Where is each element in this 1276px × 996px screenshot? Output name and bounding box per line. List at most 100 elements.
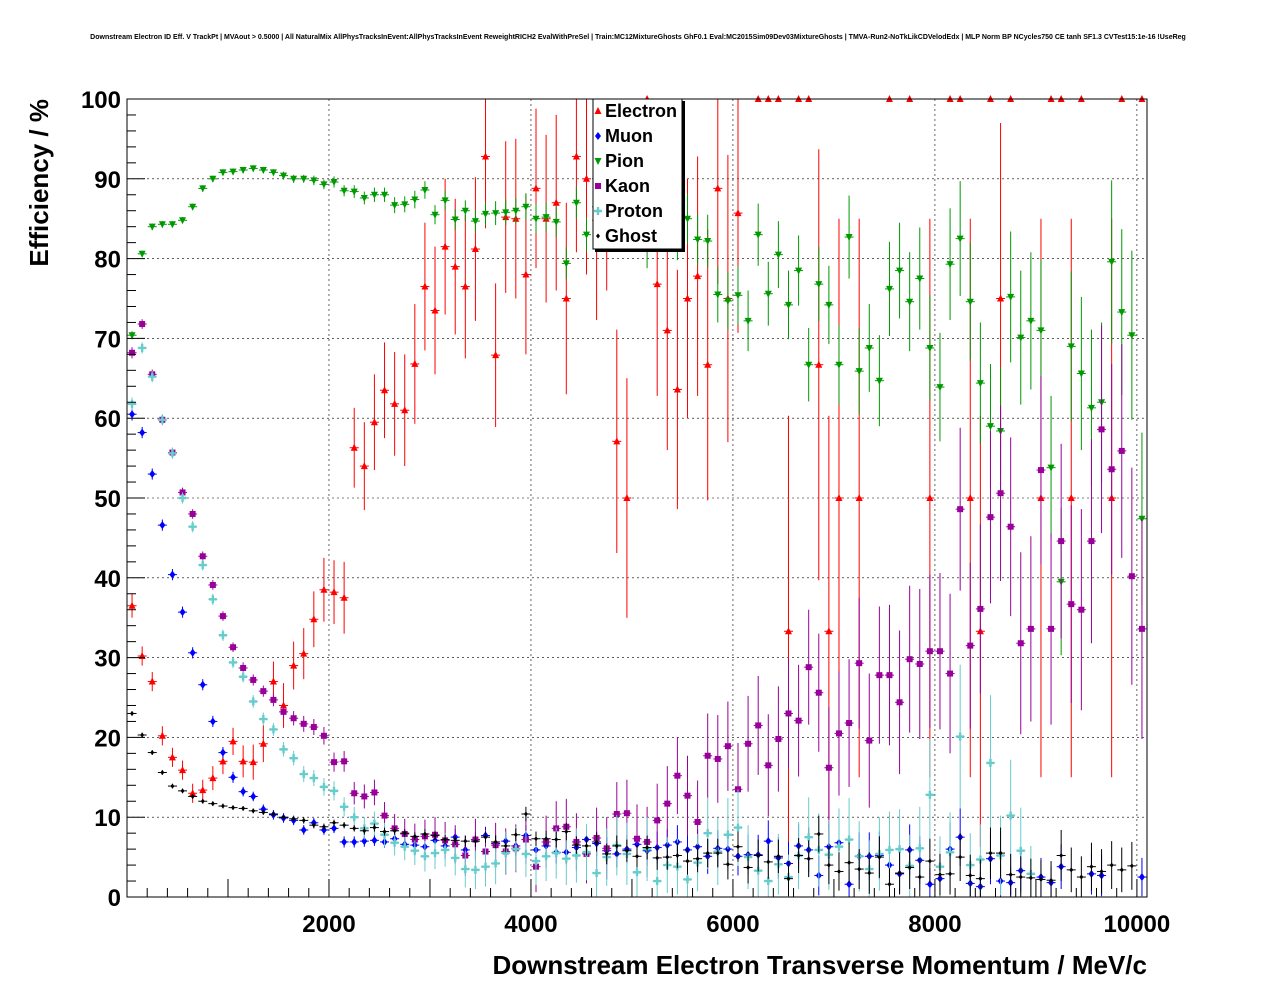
data-point <box>1067 343 1075 351</box>
data-point <box>1119 867 1124 873</box>
data-point <box>946 261 954 269</box>
data-point <box>835 494 843 501</box>
data-point <box>988 850 993 856</box>
data-point <box>371 789 378 796</box>
data-point <box>362 828 367 834</box>
data-point <box>1006 811 1015 820</box>
data-point <box>491 859 500 868</box>
y-tick-label: 10 <box>94 805 121 832</box>
data-point <box>723 830 732 839</box>
data-point <box>1047 464 1055 472</box>
data-point <box>129 410 136 419</box>
data-point <box>805 361 813 369</box>
data-point <box>764 290 772 298</box>
data-point <box>562 854 571 863</box>
data-point <box>218 631 227 640</box>
x-axis-label: Downstream Electron Transverse Momentum … <box>492 950 1147 980</box>
data-point <box>665 854 670 860</box>
data-point <box>240 787 247 796</box>
data-point <box>584 843 589 849</box>
data-point <box>916 275 924 283</box>
data-point <box>876 672 883 679</box>
data-point <box>199 680 206 689</box>
data-point <box>542 214 550 222</box>
data-point <box>170 783 175 789</box>
data-point <box>784 301 792 309</box>
data-point <box>986 758 995 767</box>
data-point <box>997 490 1004 497</box>
data-point <box>968 872 973 878</box>
data-point <box>784 627 792 635</box>
data-point <box>431 306 439 314</box>
data-point <box>613 811 620 818</box>
data-point <box>956 732 965 741</box>
data-point <box>766 859 771 865</box>
data-point <box>896 267 904 275</box>
data-point <box>1138 873 1145 882</box>
data-point <box>501 849 510 858</box>
data-point <box>774 251 782 259</box>
data-point <box>552 198 560 206</box>
data-point <box>845 835 854 844</box>
data-point <box>451 216 459 224</box>
y-axis-label: Efficiency / % <box>24 99 54 267</box>
data-point <box>1128 573 1135 580</box>
data-point <box>775 735 782 742</box>
data-point <box>453 837 458 843</box>
data-point <box>239 672 248 681</box>
data-point <box>199 786 207 794</box>
data-point <box>714 184 722 192</box>
data-point <box>521 849 530 858</box>
data-point <box>250 792 257 801</box>
data-point <box>219 613 226 620</box>
data-point <box>392 828 397 834</box>
data-point <box>895 845 904 854</box>
data-point <box>503 843 508 849</box>
data-point <box>230 773 237 782</box>
data-point <box>755 722 762 729</box>
data-point <box>1016 846 1025 855</box>
data-point <box>261 809 266 815</box>
data-point <box>532 215 540 223</box>
x-tick-label: 2000 <box>302 911 355 938</box>
data-point <box>280 172 288 180</box>
data-point <box>715 850 720 856</box>
data-point <box>332 820 337 826</box>
data-point <box>189 789 197 797</box>
data-point <box>695 856 700 862</box>
data-point <box>199 553 206 560</box>
data-point <box>259 739 267 747</box>
data-point <box>1099 868 1104 874</box>
data-point <box>907 864 912 870</box>
data-point <box>1079 874 1084 880</box>
data-point <box>705 850 710 856</box>
data-point <box>714 291 722 299</box>
data-point <box>977 605 984 612</box>
data-point <box>776 853 781 859</box>
data-point <box>663 326 671 334</box>
legend-marker-kaon <box>595 183 601 189</box>
data-point <box>724 743 731 750</box>
axes: 2000 4000 6000 8000 10000 0 10 20 30 40 50 60 70 80 90… <box>81 87 1170 938</box>
data-point <box>683 294 691 302</box>
data-point <box>1027 317 1035 325</box>
data-point <box>733 823 742 832</box>
data-point <box>958 854 963 860</box>
data-point <box>188 522 197 531</box>
y-tick-label: 60 <box>94 406 121 433</box>
data-point <box>209 175 217 183</box>
data-point <box>229 737 237 745</box>
data-point <box>412 833 417 839</box>
data-point <box>150 750 155 756</box>
data-point <box>704 752 711 759</box>
data-point <box>978 876 983 882</box>
data-point <box>704 238 712 246</box>
data-point <box>1037 327 1045 335</box>
data-point <box>340 187 348 195</box>
data-point <box>179 766 187 774</box>
data-point <box>554 837 559 843</box>
data-point <box>562 294 570 302</box>
data-point <box>1018 874 1023 880</box>
data-point <box>534 836 539 842</box>
data-point <box>241 805 246 811</box>
